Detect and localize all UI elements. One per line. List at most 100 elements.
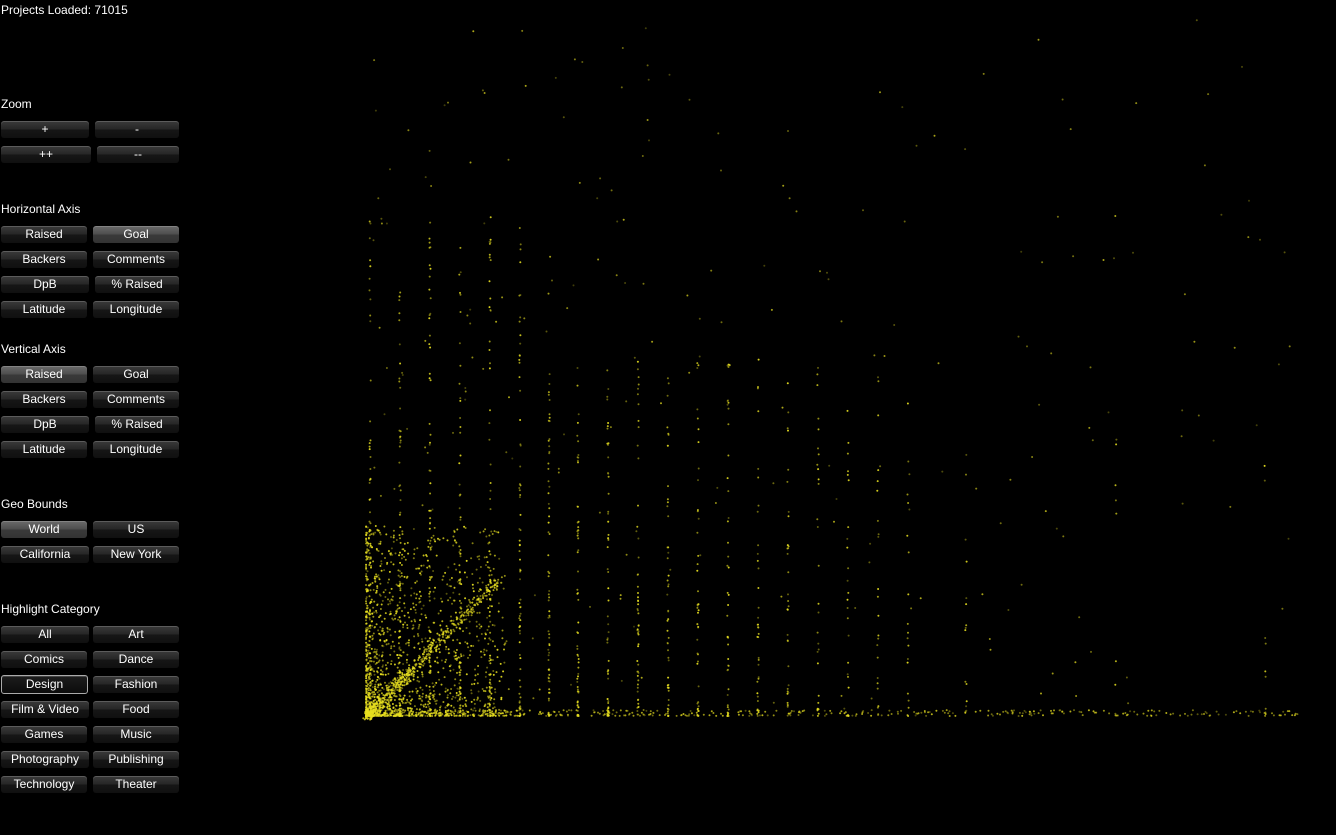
data-point (877, 634, 880, 637)
data-point (518, 496, 521, 499)
v-axis-percent-raised-button[interactable]: % Raised (95, 416, 179, 433)
data-point (403, 594, 406, 597)
data-point (456, 528, 459, 531)
h-axis-backers-button[interactable]: Backers (1, 251, 87, 268)
category-technology-button[interactable]: Technology (1, 776, 87, 793)
data-point (368, 711, 371, 714)
data-point (429, 646, 432, 649)
geo-california-button[interactable]: California (1, 546, 89, 563)
zoom-in-button[interactable]: + (1, 121, 89, 138)
data-point (720, 321, 723, 324)
v-axis-latitude-button[interactable]: Latitude (1, 441, 87, 458)
data-point (375, 711, 377, 714)
geo-us-button[interactable]: US (93, 521, 179, 538)
data-point (419, 600, 422, 603)
data-point (649, 713, 652, 716)
data-point (726, 713, 729, 716)
v-axis-comments-button[interactable]: Comments (93, 391, 179, 408)
data-point (365, 711, 368, 714)
data-point (801, 710, 804, 713)
data-point (491, 594, 493, 596)
category-dance-button[interactable]: Dance (93, 651, 179, 668)
data-point (477, 714, 480, 717)
data-point (697, 517, 700, 520)
data-point (480, 601, 483, 603)
h-axis-longitude-button[interactable]: Longitude (93, 301, 179, 318)
data-point (374, 706, 377, 709)
data-point (426, 640, 429, 643)
data-point (717, 132, 720, 135)
data-point (382, 697, 385, 700)
data-point (726, 364, 729, 367)
data-point (1080, 711, 1083, 714)
data-point (366, 716, 369, 719)
data-point (375, 657, 378, 659)
data-point (476, 595, 479, 598)
data-point (489, 579, 492, 582)
category-all-button[interactable]: All (1, 626, 89, 643)
category-theater-button[interactable]: Theater (93, 776, 179, 793)
category-comics-button[interactable]: Comics (1, 651, 87, 668)
data-point (489, 687, 492, 690)
data-point (503, 661, 506, 664)
category-food-button[interactable]: Food (93, 701, 179, 718)
v-axis-goal-button[interactable]: Goal (93, 366, 179, 383)
v-axis-dpb-button[interactable]: DpB (1, 416, 89, 433)
data-point (370, 709, 373, 712)
data-point (444, 661, 447, 663)
data-point (460, 655, 463, 658)
data-point (366, 711, 369, 714)
data-point (1125, 714, 1128, 717)
category-photography-button[interactable]: Photography (1, 751, 89, 768)
data-point (445, 631, 448, 634)
category-games-button[interactable]: Games (1, 726, 87, 743)
data-point (500, 696, 503, 699)
zoom-out-button[interactable]: - (95, 121, 179, 138)
category-design-button[interactable]: Design (1, 675, 88, 694)
data-point (666, 377, 669, 380)
data-point (366, 643, 369, 646)
data-point (1125, 676, 1128, 679)
h-axis-percent-raised-button[interactable]: % Raised (95, 276, 179, 293)
category-fashion-button[interactable]: Fashion (93, 676, 179, 693)
h-axis-comments-button[interactable]: Comments (93, 251, 179, 268)
h-axis-latitude-button[interactable]: Latitude (1, 301, 87, 318)
data-point (396, 671, 399, 674)
category-music-button[interactable]: Music (93, 726, 179, 743)
data-point (365, 675, 368, 678)
data-point (577, 621, 580, 624)
data-point (474, 709, 477, 712)
data-point (373, 706, 376, 709)
data-point (637, 592, 639, 594)
data-point (488, 715, 491, 717)
category-art-button[interactable]: Art (93, 626, 179, 643)
data-point (428, 241, 431, 244)
data-point (429, 708, 432, 711)
data-point (395, 610, 398, 613)
zoom-in-more-button[interactable]: ++ (1, 146, 91, 163)
geo-world-button[interactable]: World (1, 521, 87, 538)
data-point (408, 711, 411, 714)
data-point (482, 595, 484, 598)
data-point (484, 703, 487, 706)
zoom-out-more-button[interactable]: -- (97, 146, 179, 163)
data-point (365, 701, 368, 704)
data-point (393, 678, 396, 681)
data-point (965, 453, 968, 456)
category-publishing-button[interactable]: Publishing (93, 751, 179, 768)
v-axis-raised-button[interactable]: Raised (1, 366, 87, 383)
data-point (387, 714, 389, 717)
data-point (449, 692, 452, 695)
data-point (395, 684, 398, 687)
h-axis-raised-button[interactable]: Raised (1, 226, 87, 243)
data-point (365, 701, 368, 704)
v-axis-longitude-button[interactable]: Longitude (93, 441, 179, 458)
v-axis-backers-button[interactable]: Backers (1, 391, 87, 408)
data-point (557, 467, 560, 470)
h-axis-dpb-button[interactable]: DpB (1, 276, 89, 293)
h-axis-goal-button[interactable]: Goal (93, 226, 179, 243)
data-point (422, 705, 425, 708)
geo-new-york-button[interactable]: New York (93, 546, 179, 563)
category-film-video-button[interactable]: Film & Video (1, 701, 89, 718)
